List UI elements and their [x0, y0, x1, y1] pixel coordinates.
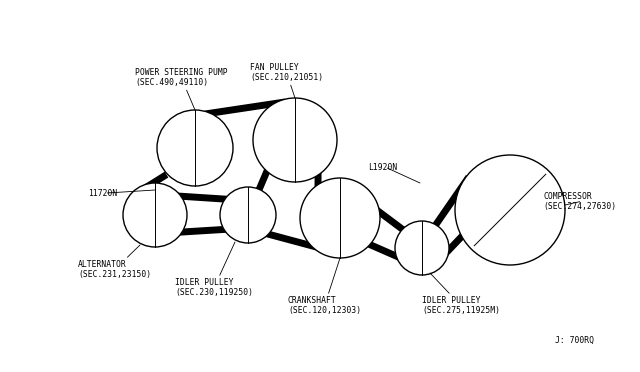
Text: IDLER PULLEY
(SEC.275,11925M): IDLER PULLEY (SEC.275,11925M)	[422, 273, 500, 315]
Circle shape	[220, 187, 276, 243]
Text: 11720N: 11720N	[88, 189, 117, 198]
Text: L1920N: L1920N	[368, 164, 397, 173]
Circle shape	[123, 183, 187, 247]
Circle shape	[157, 110, 233, 186]
Text: COMPRESSOR
(SEC.274,27630): COMPRESSOR (SEC.274,27630)	[543, 192, 616, 211]
Circle shape	[300, 178, 380, 258]
Text: CRANKSHAFT
(SEC.120,12303): CRANKSHAFT (SEC.120,12303)	[288, 258, 361, 315]
Circle shape	[455, 155, 565, 265]
Text: FAN PULLEY
(SEC.210,21051): FAN PULLEY (SEC.210,21051)	[250, 63, 323, 98]
Text: IDLER PULLEY
(SEC.230,119250): IDLER PULLEY (SEC.230,119250)	[175, 242, 253, 297]
Circle shape	[395, 221, 449, 275]
Text: J: 700RQ: J: 700RQ	[555, 336, 594, 345]
Text: ALTERNATOR
(SEC.231,23150): ALTERNATOR (SEC.231,23150)	[78, 245, 151, 279]
Circle shape	[253, 98, 337, 182]
Text: POWER STEERING PUMP
(SEC.490,49110): POWER STEERING PUMP (SEC.490,49110)	[135, 68, 228, 110]
